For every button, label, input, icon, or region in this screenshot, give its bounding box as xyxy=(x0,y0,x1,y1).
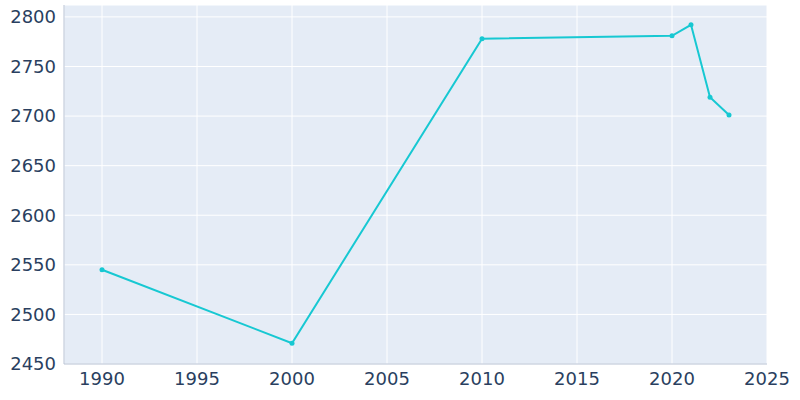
svg-text:2800: 2800 xyxy=(10,6,56,27)
svg-text:2600: 2600 xyxy=(10,205,56,226)
svg-text:2010: 2010 xyxy=(459,368,505,389)
svg-text:2015: 2015 xyxy=(554,368,600,389)
svg-text:2020: 2020 xyxy=(649,368,695,389)
svg-text:2550: 2550 xyxy=(10,254,56,275)
svg-text:2750: 2750 xyxy=(10,56,56,77)
svg-text:2005: 2005 xyxy=(364,368,410,389)
svg-text:2000: 2000 xyxy=(269,368,315,389)
svg-text:1990: 1990 xyxy=(79,368,125,389)
svg-text:2450: 2450 xyxy=(10,353,56,374)
svg-text:2700: 2700 xyxy=(10,105,56,126)
svg-text:2500: 2500 xyxy=(10,304,56,325)
svg-text:1995: 1995 xyxy=(174,368,220,389)
svg-text:2025: 2025 xyxy=(744,368,790,389)
svg-text:2650: 2650 xyxy=(10,155,56,176)
